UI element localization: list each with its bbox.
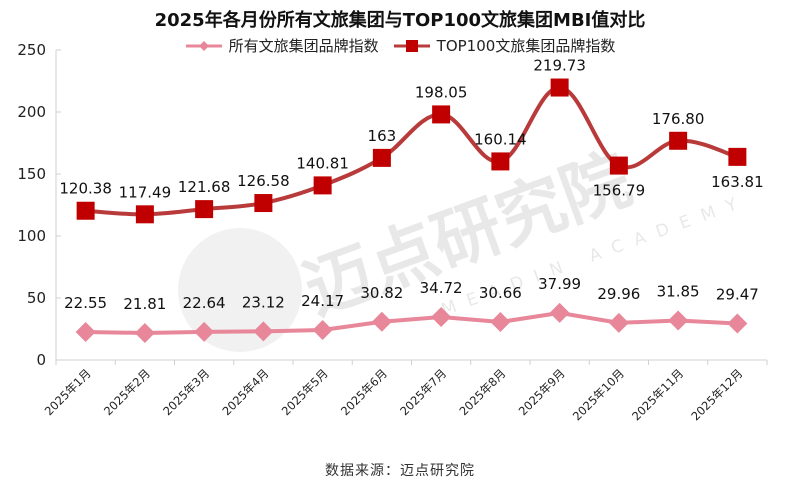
diamond-marker-icon bbox=[185, 40, 222, 51]
data-label-all: 21.81 bbox=[123, 295, 166, 313]
chart-title: 2025年各月份所有文旅集团与TOP100文旅集团MBI值对比 bbox=[154, 10, 646, 31]
square-marker-icon bbox=[491, 152, 510, 171]
data-label-top100: 120.38 bbox=[59, 180, 112, 198]
square-marker-icon bbox=[254, 194, 273, 213]
data-label-top100: 198.05 bbox=[415, 83, 468, 101]
diamond-marker-icon bbox=[549, 302, 570, 323]
legend-item-all: 所有文旅集团品牌指数 bbox=[185, 35, 379, 56]
data-label-top100: 121.68 bbox=[178, 178, 231, 196]
square-marker-icon bbox=[550, 78, 569, 97]
square-marker-icon bbox=[135, 205, 154, 224]
diamond-marker-icon bbox=[194, 321, 215, 342]
diamond-marker-icon bbox=[371, 311, 392, 332]
y-tick-label: 100 bbox=[17, 227, 46, 245]
data-label-top100: 126.58 bbox=[237, 172, 290, 190]
x-tick-label: 2025年11月 bbox=[629, 366, 686, 423]
y-tick-label: 200 bbox=[17, 103, 46, 121]
data-labels: 120.38 117.49 121.68 126.58 140.81 163 198.05 1… bbox=[59, 57, 763, 313]
legend-item-top100: TOP100文旅集团品牌指数 bbox=[393, 35, 616, 56]
data-label-all: 30.82 bbox=[360, 284, 403, 302]
x-tick-label: 2025年7月 bbox=[397, 366, 449, 418]
square-marker-icon bbox=[432, 105, 451, 124]
square-marker-icon bbox=[76, 201, 95, 220]
legend-label-all: 所有文旅集团品牌指数 bbox=[228, 37, 379, 55]
data-label-top100: 160.14 bbox=[474, 130, 527, 148]
data-label-all: 29.96 bbox=[597, 285, 640, 303]
data-label-top100: 140.81 bbox=[296, 154, 349, 172]
data-label-all: 34.72 bbox=[420, 279, 463, 297]
data-label-all: 22.55 bbox=[64, 294, 107, 312]
y-tick-label: 50 bbox=[27, 289, 46, 307]
x-tick-label: 2025年5月 bbox=[279, 366, 331, 418]
square-marker-icon bbox=[728, 147, 747, 166]
x-tick-label: 2025年10月 bbox=[570, 366, 627, 423]
watermark-text: 迈点研究院 bbox=[295, 140, 642, 331]
diamond-marker-icon bbox=[134, 322, 155, 343]
diamond-marker-icon bbox=[431, 306, 452, 327]
square-marker-icon bbox=[195, 200, 214, 219]
data-label-all: 29.47 bbox=[716, 285, 759, 303]
data-label-all: 31.85 bbox=[657, 283, 700, 301]
square-marker-icon bbox=[609, 156, 628, 175]
square-marker-icon bbox=[313, 176, 332, 195]
diamond-marker-icon bbox=[668, 310, 689, 331]
square-marker-icon bbox=[372, 148, 391, 167]
diamond-marker-icon bbox=[727, 313, 748, 334]
data-label-all: 24.17 bbox=[301, 292, 344, 310]
x-tick-label: 2025年1月 bbox=[42, 366, 94, 418]
series-all bbox=[75, 302, 748, 343]
legend-label-top100: TOP100文旅集团品牌指数 bbox=[436, 37, 616, 55]
data-label-all: 30.66 bbox=[479, 284, 522, 302]
diamond-marker-icon bbox=[75, 322, 96, 343]
x-tick-label: 2025年6月 bbox=[338, 366, 390, 418]
data-label-top100: 219.73 bbox=[533, 57, 586, 75]
data-label-top100: 156.79 bbox=[593, 182, 646, 200]
data-label-all: 22.64 bbox=[183, 294, 226, 312]
x-tick-label: 2025年4月 bbox=[219, 366, 271, 418]
source-note: 数据来源：迈点研究院 bbox=[325, 463, 475, 479]
diamond-marker-icon bbox=[608, 312, 629, 333]
x-tick-label: 2025年3月 bbox=[160, 366, 212, 418]
data-label-top100: 163.81 bbox=[711, 173, 764, 191]
x-tick-label: 2025年9月 bbox=[516, 366, 568, 418]
x-tick-label: 2025年2月 bbox=[101, 366, 153, 418]
data-label-all: 37.99 bbox=[538, 275, 581, 293]
square-marker-icon bbox=[669, 131, 688, 150]
diamond-marker-icon bbox=[253, 321, 274, 342]
watermark-logo-icon bbox=[178, 228, 302, 352]
watermark-en: MEADIN ACADEMY bbox=[439, 191, 751, 321]
diamond-marker-icon bbox=[490, 311, 511, 332]
data-label-all: 23.12 bbox=[242, 293, 285, 311]
diamond-marker-icon bbox=[312, 320, 333, 341]
x-tick-label: 2025年12月 bbox=[688, 366, 745, 423]
legend: 所有文旅集团品牌指数 TOP100文旅集团品牌指数 bbox=[0, 35, 800, 56]
square-marker-icon bbox=[393, 39, 430, 52]
y-tick-label: 150 bbox=[17, 165, 46, 183]
data-label-top100: 117.49 bbox=[119, 183, 172, 201]
y-tick-label: 0 bbox=[36, 351, 46, 369]
data-label-top100: 176.80 bbox=[652, 110, 705, 128]
series-top100 bbox=[76, 78, 747, 224]
data-label-top100: 163 bbox=[368, 127, 397, 145]
x-tick-label: 2025年8月 bbox=[456, 366, 508, 418]
